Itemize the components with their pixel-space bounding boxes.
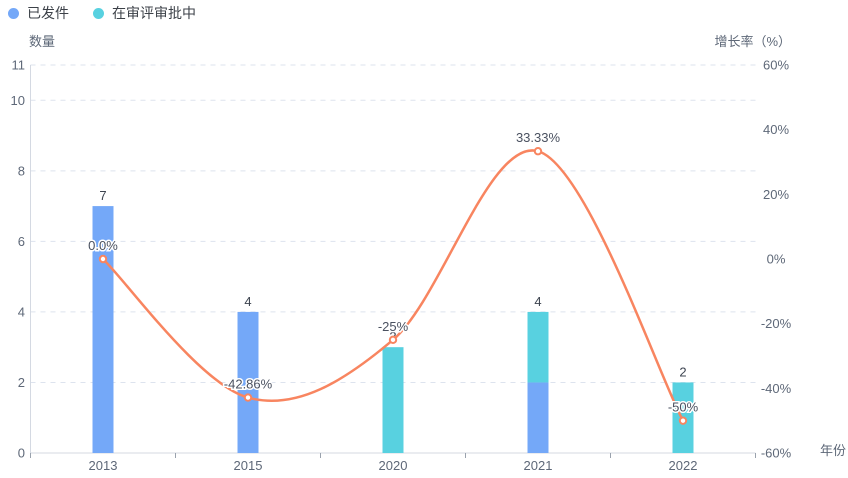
- bar-segment-issued[interactable]: [92, 206, 114, 453]
- line-point-label: -25%: [378, 319, 409, 334]
- y-axis-tick-label: 8: [18, 163, 25, 178]
- right-axis-tick-label: -60%: [761, 446, 792, 461]
- legend-item-under-review[interactable]: 在审评审批中: [93, 6, 196, 20]
- line-data-point[interactable]: [243, 393, 253, 402]
- line-point-label: 33.33%: [516, 130, 561, 145]
- legend-dot-icon: [93, 7, 104, 19]
- legend-dot-icon: [8, 7, 19, 19]
- bar-segment-issued[interactable]: [237, 311, 259, 453]
- bar-segment-under-review[interactable]: [382, 347, 404, 453]
- line-point-label: -50%: [668, 400, 699, 415]
- y-axis-tick-label: 2: [18, 375, 25, 390]
- x-axis-category-label: 2020: [379, 458, 408, 473]
- right-axis-tick-label: 0%: [767, 252, 786, 267]
- line-data-point[interactable]: [533, 147, 543, 156]
- right-axis-tick-label: 60%: [763, 58, 789, 73]
- bar-total-label: 4: [244, 294, 251, 309]
- legend-item-label: 已发件: [27, 5, 69, 21]
- bar-total-label: 7: [99, 188, 106, 203]
- y-axis-tick-label: 4: [18, 304, 25, 319]
- right-axis-title: 增长率（%）: [714, 34, 791, 49]
- x-axis-title: 年份: [820, 443, 846, 458]
- x-axis-category-label: 2021: [524, 458, 553, 473]
- line-point-label: 0.0%: [88, 238, 118, 253]
- y-axis-tick-label: 0: [18, 446, 25, 461]
- right-axis-tick-label: -40%: [761, 381, 792, 396]
- bar-segment-issued[interactable]: [527, 382, 549, 453]
- left-axis-title: 数量: [29, 34, 55, 49]
- legend: 已发件 在审评审批中: [8, 6, 196, 20]
- growth-rate-line: [101, 149, 685, 422]
- legend-item-issued[interactable]: 已发件: [8, 6, 69, 20]
- right-axis-tick-label: -20%: [761, 316, 792, 331]
- line-data-point[interactable]: [388, 335, 398, 345]
- right-axis-tick-label: 20%: [763, 187, 789, 202]
- line-data-point[interactable]: [678, 416, 688, 425]
- y-axis-tick-label: 11: [12, 58, 26, 73]
- bar-total-label: 4: [534, 294, 541, 309]
- bar-segment-under-review[interactable]: [527, 311, 549, 383]
- x-axis-category-label: 2015: [234, 458, 263, 473]
- x-axis-category-label: 2022: [669, 458, 698, 473]
- legend-item-label: 在审评审批中: [112, 5, 196, 21]
- bar-total-label: 2: [679, 364, 686, 379]
- x-axis-category-label: 2013: [89, 458, 118, 473]
- y-axis-tick-label: 10: [11, 93, 25, 108]
- y-axis-tick-label: 6: [18, 234, 25, 249]
- right-axis-tick-label: 40%: [763, 122, 789, 137]
- line-data-point[interactable]: [98, 254, 108, 264]
- line-point-label: -42.86%: [224, 377, 273, 392]
